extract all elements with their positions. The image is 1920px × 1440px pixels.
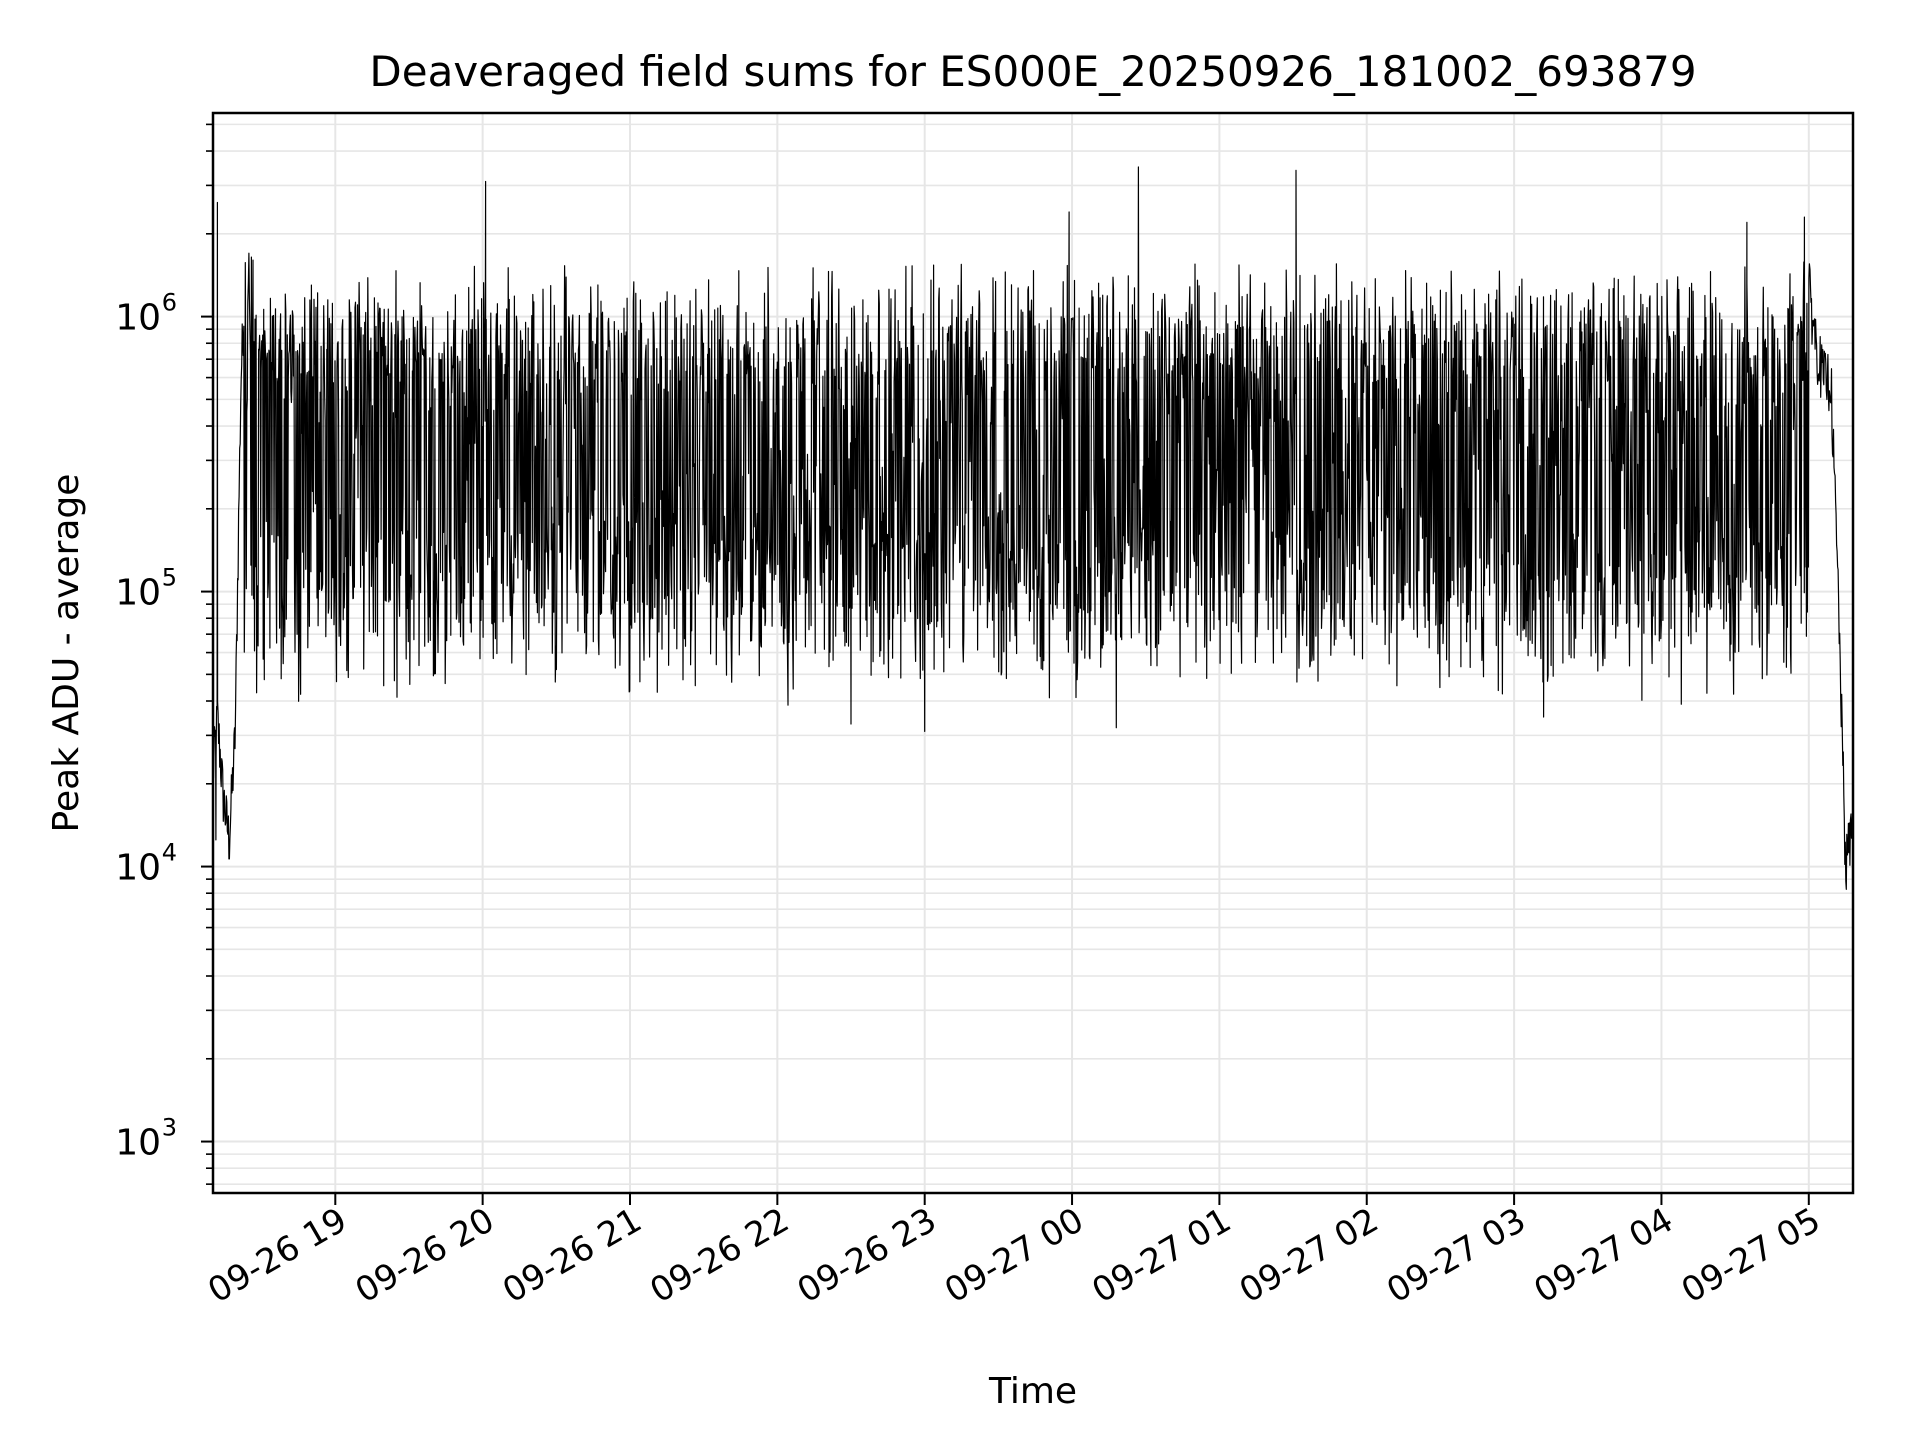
y-tick-label: 10 xyxy=(115,1123,161,1164)
y-tick-exponent: 5 xyxy=(162,564,177,592)
y-tick-label: 10 xyxy=(115,848,161,889)
y-tick-label: 10 xyxy=(115,573,161,614)
y-tick-exponent: 4 xyxy=(162,839,177,867)
y-axis-label: Peak ADU - average xyxy=(46,474,87,833)
y-tick-exponent: 6 xyxy=(162,289,177,317)
y-tick-label: 10 xyxy=(115,298,161,339)
series-line xyxy=(212,166,1854,1142)
x-axis-label: Time xyxy=(988,1371,1077,1412)
y-tick-exponent: 3 xyxy=(162,1114,177,1142)
chart-title: Deaveraged field sums for ES000E_2025092… xyxy=(369,47,1696,96)
major-gridlines xyxy=(213,113,1853,1193)
series-layer xyxy=(212,166,1854,1142)
